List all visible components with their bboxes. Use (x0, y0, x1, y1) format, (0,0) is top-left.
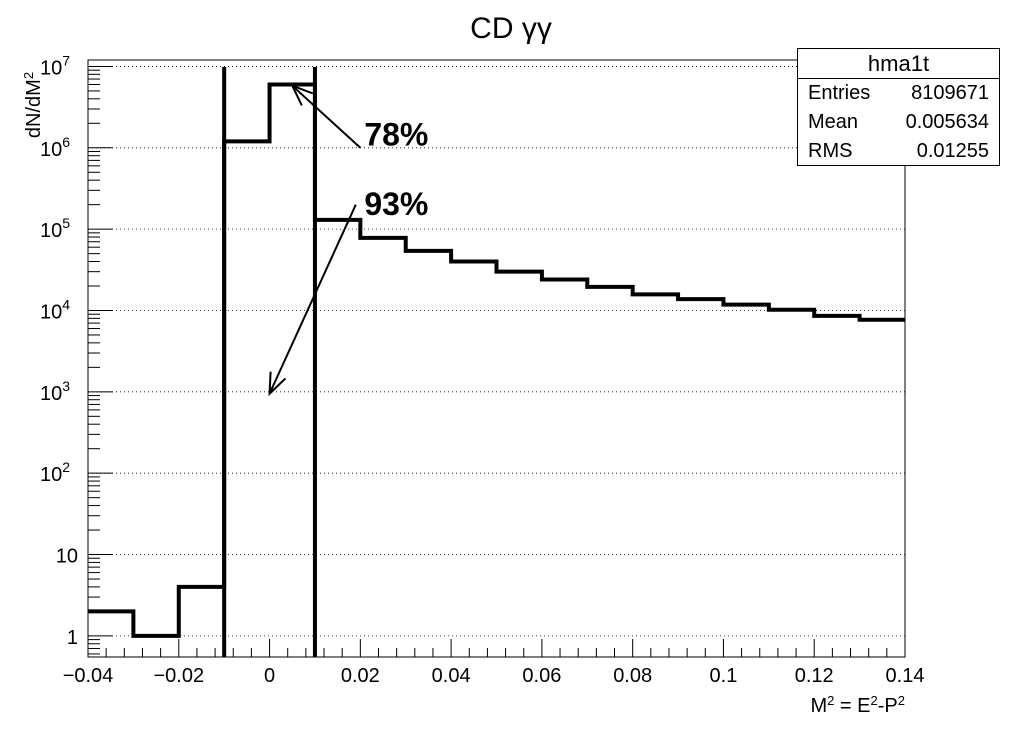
grid-lines (88, 66, 905, 637)
y-tick-label: 103 (40, 378, 70, 405)
stats-value: 8109671 (911, 82, 989, 104)
x-tick-label: 0.12 (795, 665, 834, 687)
y-axis: 1 10 102 103 104 105 106 107 (40, 52, 113, 655)
plot-frame (87, 59, 906, 658)
y-tick-label: 106 (40, 134, 70, 161)
y-tick-label: 102 (40, 459, 70, 486)
x-tick-label: −0.04 (63, 665, 114, 687)
annotation-arrowhead (268, 371, 287, 397)
x-axis-label: M2 = E2-P2 (810, 693, 905, 718)
selection-cut-lines (222, 67, 317, 657)
y-axis-label: dN/dM2 (21, 72, 46, 138)
x-tick-label: −0.02 (153, 665, 204, 687)
x-tick-label: 0.08 (613, 665, 652, 687)
annotations: 78% 93% (268, 83, 428, 397)
stats-row-entries: Entries 8109671 (798, 79, 999, 108)
histogram-series (88, 82, 905, 638)
x-tick-label: 0.02 (341, 665, 380, 687)
x-tick-label: 0 (264, 665, 275, 687)
x-axis: −0.04 −0.02 0 0.02 0.04 0.06 0.08 0.1 0.12 0.14 (63, 639, 925, 687)
x-tick-label: 0.06 (522, 665, 561, 687)
y-tick-label: 105 (40, 215, 70, 242)
annotation-label: 93% (364, 186, 428, 222)
stats-row-rms: RMS 0.01255 (798, 137, 999, 166)
stats-row-mean: Mean 0.005634 (798, 108, 999, 137)
stats-label: RMS (808, 140, 853, 162)
annotation-label: 78% (364, 116, 428, 152)
stats-box: hma1t Entries 8109671 Mean 0.005634 RMS … (797, 48, 1000, 166)
histogram-line (88, 82, 905, 638)
stats-label: Entries (808, 82, 871, 104)
annotation-arrowhead (290, 83, 314, 106)
y-tick-label: 107 (40, 52, 70, 79)
annotation-arrow (291, 84, 362, 149)
stats-histogram-name: hma1t (798, 49, 999, 79)
annotation-arrow (268, 204, 357, 395)
y-tick-label: 1 (67, 627, 78, 649)
y-tick-label: 10 (56, 546, 78, 568)
chart-title: CD γγ (470, 12, 552, 45)
y-tick-label: 104 (40, 296, 70, 323)
x-tick-label: 0.14 (886, 665, 925, 687)
stats-label: Mean (808, 111, 859, 133)
x-tick-label: 0.04 (432, 665, 471, 687)
stats-value: 0.01255 (916, 140, 989, 162)
x-tick-label: 0.1 (710, 665, 738, 687)
stats-value: 0.005634 (905, 111, 989, 133)
